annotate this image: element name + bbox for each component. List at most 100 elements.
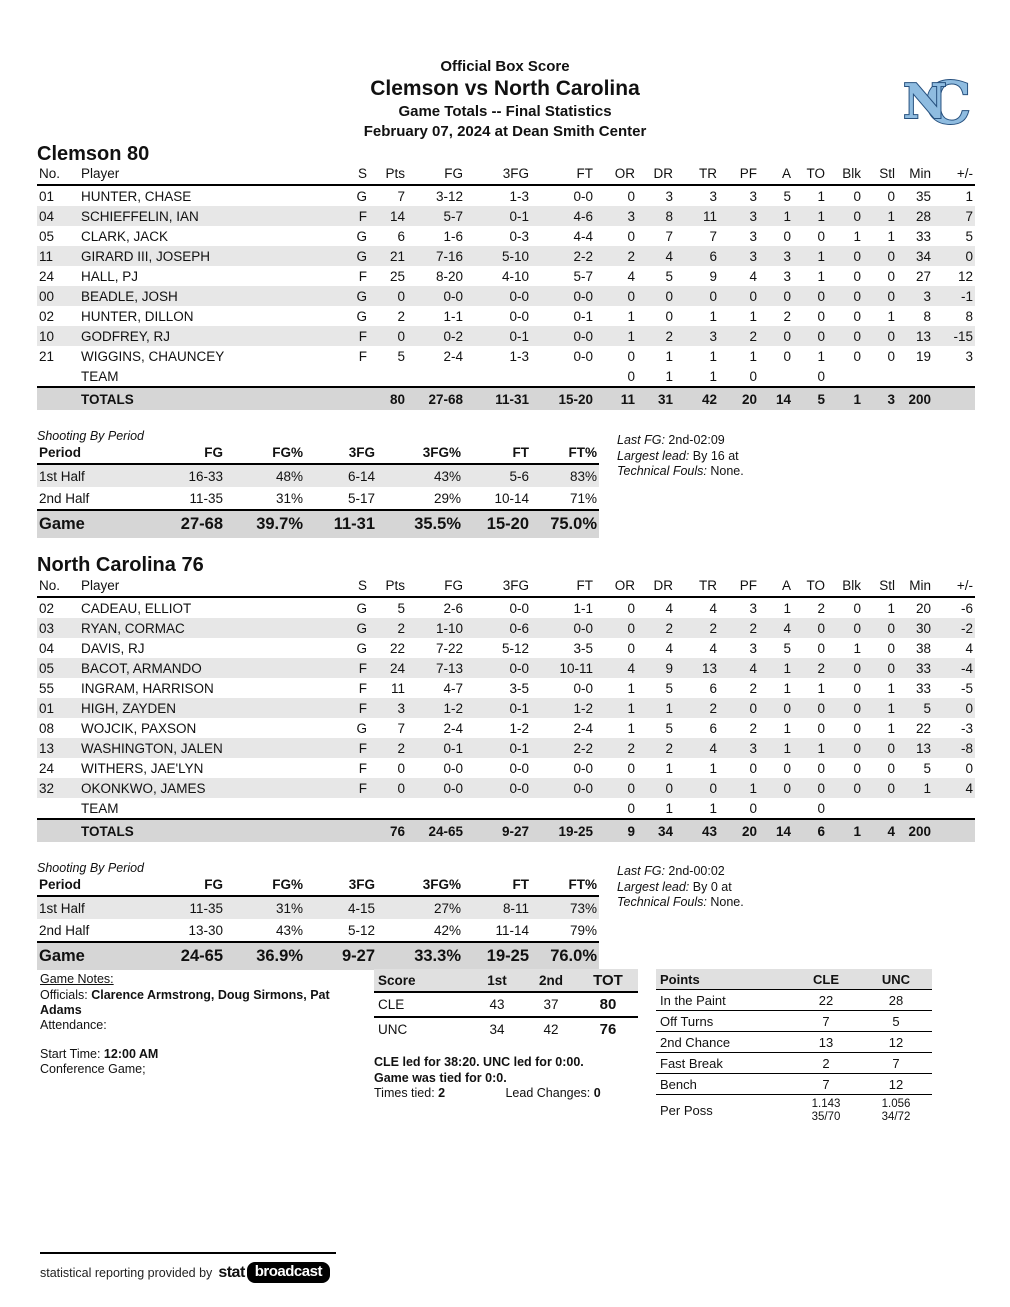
table-cell: 0 xyxy=(627,620,635,636)
table-cell: 4 xyxy=(709,640,717,656)
column-header: A xyxy=(759,164,793,186)
column-header: +/- xyxy=(933,164,975,186)
table-cell: 0-1 xyxy=(509,700,529,716)
clemson-shooting-rows: 1st Half 16-33 48% 6-14 43% 5-6 83% 2nd Half 11-… xyxy=(37,464,599,510)
times-tied-label: Times tied: xyxy=(374,1086,435,1100)
table-cell: 1 xyxy=(709,308,717,324)
table-cell: 42% xyxy=(433,922,461,938)
table-cell: 04 xyxy=(39,208,55,224)
table-row: 1st Half 16-33 48% 6-14 43% 5-6 83% xyxy=(37,464,599,487)
column-header-row: No. Player S Pts FG 3FG FT OR DR TR PF A TO Blk Stl Min… xyxy=(37,164,975,186)
table-cell: -3 xyxy=(960,720,973,736)
column-header: OR xyxy=(595,576,637,598)
clemson-totals-row: TOTALS 80 27-68 11-31 15-20 11 31 42 20 14 5 1 3 200 xyxy=(37,386,975,410)
statbroadcast-credit: statistical reporting provided by stat b… xyxy=(40,1262,340,1283)
table-cell: CLARK, JACK xyxy=(81,228,169,244)
table-cell: 3 xyxy=(749,600,757,616)
table-cell: 2 xyxy=(665,328,673,344)
table-cell: 4 xyxy=(965,780,973,796)
table-cell: 35 xyxy=(915,188,931,204)
table-cell: 2 xyxy=(665,620,673,636)
table-cell: 0 xyxy=(853,780,861,796)
table-cell: 5 xyxy=(665,720,673,736)
column-header: Stl xyxy=(863,164,897,186)
table-cell: 4 xyxy=(627,660,635,676)
table-cell: 13 xyxy=(792,1031,860,1053)
table-cell: -8 xyxy=(960,740,973,756)
column-header: FT xyxy=(531,576,595,598)
column-header: TO xyxy=(793,576,827,598)
table-cell: 03 xyxy=(39,620,55,636)
table-row: 04 SCHIEFFELIN, IAN F 14 5-7 0-1 4-6 3 8 11 3 1 1 0 1 2… xyxy=(37,206,975,226)
table-cell: 1-10 xyxy=(435,620,463,636)
largest-lead-line: Largest lead: By 0 at xyxy=(617,880,744,896)
column-header: FG% xyxy=(225,444,305,465)
column-header: PF xyxy=(719,164,759,186)
table-row: Fast Break 2 7 xyxy=(656,1052,932,1074)
svg-text:C: C xyxy=(925,69,971,136)
table-cell xyxy=(465,798,531,819)
table-cell xyxy=(863,798,897,819)
table-cell: CADEAU, ELLIOT xyxy=(81,600,192,616)
table-cell: 0-1 xyxy=(509,208,529,224)
table-cell: 24 xyxy=(389,660,405,676)
table-cell: GIRARD III, JOSEPH xyxy=(81,248,211,264)
table-cell: 7 xyxy=(665,228,673,244)
table-cell: Off Turns xyxy=(656,1010,792,1032)
column-header: FT xyxy=(463,444,531,465)
table-cell: 5 xyxy=(923,700,931,716)
table-cell: 14 xyxy=(389,208,405,224)
table-cell: 5-6 xyxy=(509,468,529,484)
table-row: In the Paint 22 28 xyxy=(656,989,932,1011)
table-cell: 0 xyxy=(817,700,825,716)
table-cell xyxy=(897,798,933,819)
table-cell: G xyxy=(356,188,367,204)
table-cell: DAVIS, RJ xyxy=(81,640,145,656)
table-cell: 11-31 xyxy=(305,509,377,538)
table-cell: 0 xyxy=(853,208,861,224)
table-cell: 11-35 xyxy=(189,900,223,916)
game-notes: Game Notes: Officials: Clarence Armstron… xyxy=(40,972,360,1077)
table-cell xyxy=(369,366,407,387)
table-cell: 2 xyxy=(665,740,673,756)
table-cell: 10-14 xyxy=(494,490,529,506)
table-cell: 34 xyxy=(637,818,675,842)
table-cell: TEAM xyxy=(81,368,119,384)
table-cell: 0 xyxy=(783,328,791,344)
table-row: TEAM 0 1 1 0 0 xyxy=(37,798,975,819)
table-cell: 0 xyxy=(749,800,757,816)
table-cell: 8 xyxy=(923,308,931,324)
table-cell: 0 xyxy=(817,308,825,324)
table-row: 1st Half 11-35 31% 4-15 27% 8-11 73% xyxy=(37,896,599,919)
table-cell: 1 xyxy=(665,700,673,716)
table-cell: 200 xyxy=(897,818,933,842)
table-cell: UNC xyxy=(378,1022,408,1037)
table-cell xyxy=(465,366,531,387)
shooting-header-row: Period FG FG% 3FG 3FG% FT FT% xyxy=(37,876,599,897)
table-cell: 0 xyxy=(853,700,861,716)
table-cell: 5-7 xyxy=(443,208,463,224)
column-header: +/- xyxy=(933,576,975,598)
table-cell: 4-6 xyxy=(573,208,593,224)
table-cell: 2 xyxy=(397,740,405,756)
table-cell: 33 xyxy=(915,680,931,696)
table-cell: 13 xyxy=(915,740,931,756)
table-cell xyxy=(759,798,793,819)
column-header: FG xyxy=(149,876,225,897)
score-header-row: Score 1st 2nd TOT xyxy=(374,969,638,993)
table-cell: 2 xyxy=(709,620,717,636)
table-cell: 2 xyxy=(817,600,825,616)
table-row: Game 24-65 36.9% 9-27 33.3% 19-25 76.0% xyxy=(37,941,599,970)
table-cell: 1 xyxy=(817,680,825,696)
table-cell: 1 xyxy=(817,248,825,264)
table-cell: HUNTER, CHASE xyxy=(81,188,192,204)
table-cell: 4 xyxy=(749,268,757,284)
table-cell: 12 xyxy=(860,1031,932,1053)
table-cell: 0-0 xyxy=(573,328,593,344)
column-header: PF xyxy=(719,576,759,598)
table-cell: 1 xyxy=(783,208,791,224)
table-cell: 76 xyxy=(599,1021,617,1038)
table-cell: 2 xyxy=(709,700,717,716)
table-cell: 0 xyxy=(749,288,757,304)
table-cell: G xyxy=(356,620,367,636)
